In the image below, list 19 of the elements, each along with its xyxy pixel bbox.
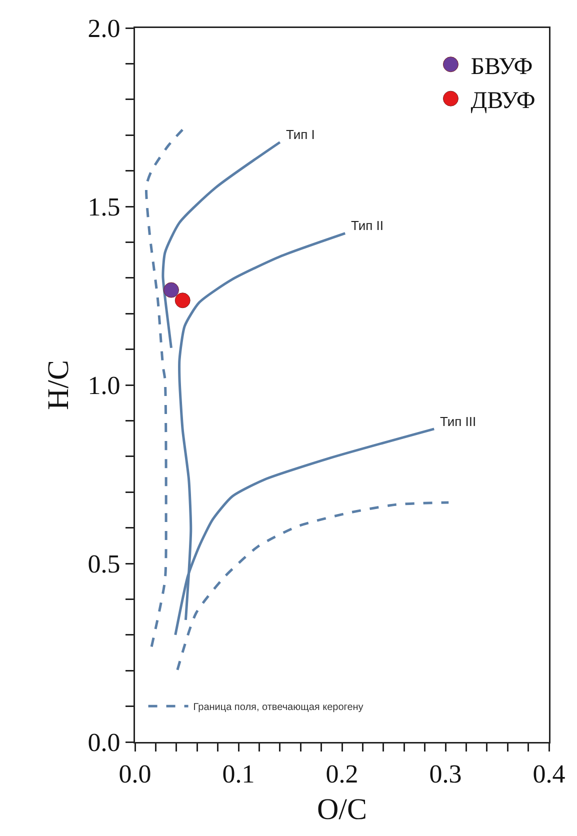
y-tick-label: 1.5 [88,192,120,222]
series-label: Тип III [440,414,476,429]
y-axis-title: H/C [42,360,76,410]
x-tick-label: 0.4 [532,760,566,789]
series-label: Тип II [351,218,384,233]
legend-label: БВУФ [470,54,533,80]
y-tick-label: 0.0 [88,728,120,758]
series-label: Тип I [286,127,315,142]
x-tick-label: 0.2 [326,760,358,789]
y-tick-label: 2.0 [88,14,120,44]
x-tick-label: 0.1 [222,760,255,789]
x-axis-title: O/C [316,792,368,826]
x-tick-label: 0.0 [118,760,152,789]
legend-label: ДВУФ [470,88,536,114]
line-series [162,140,282,350]
y-tick-label: 0.5 [88,550,120,579]
y-tick-label: 1.0 [88,371,120,400]
legend-label: Граница поля, отвечающая керогену [193,702,364,713]
x-tick-label: 0.3 [429,760,462,789]
